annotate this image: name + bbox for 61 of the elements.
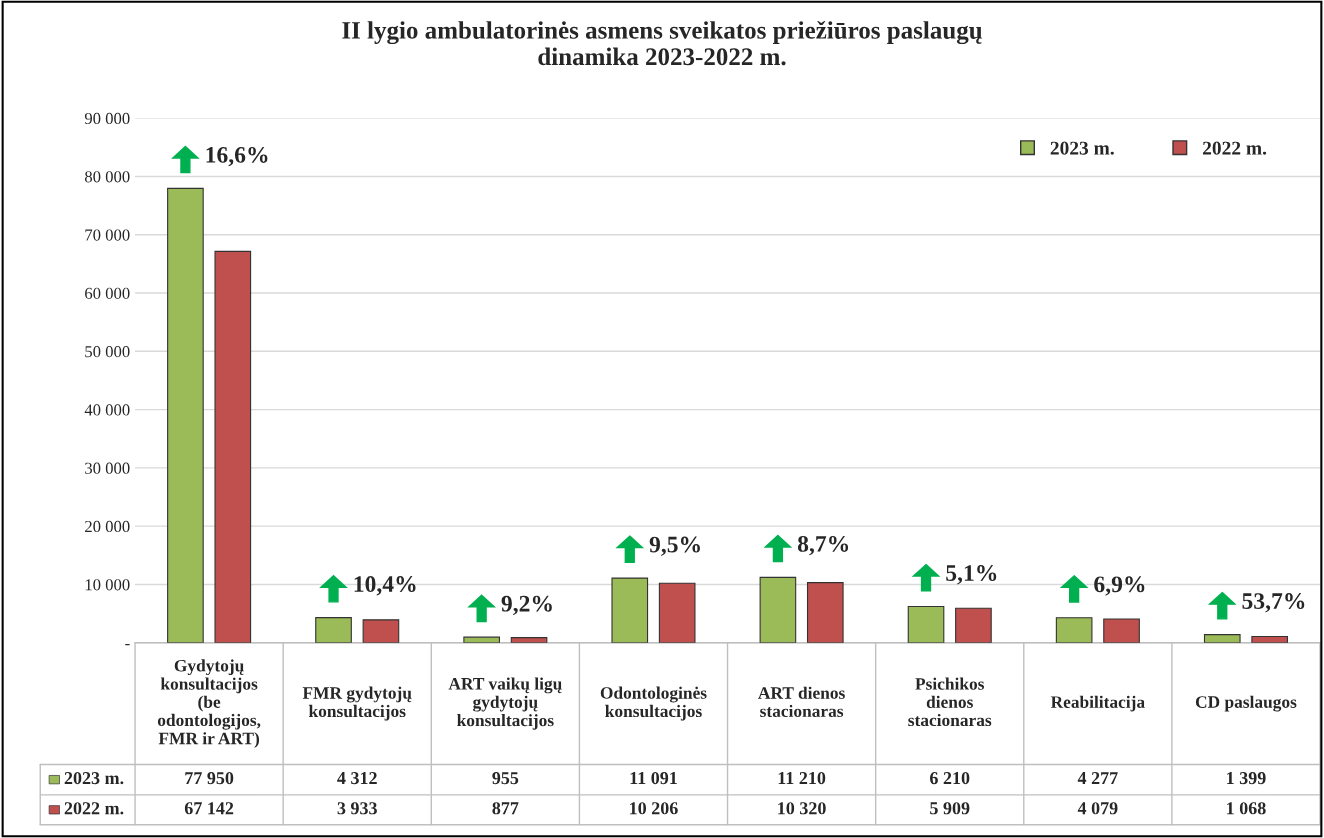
bar xyxy=(1055,617,1093,643)
bar xyxy=(955,607,992,643)
x-tick-label: Reabilitacija xyxy=(1050,695,1145,712)
data-label: 67 142 xyxy=(184,802,234,815)
bar xyxy=(1103,618,1140,643)
x-tick-label: ART vaikų ligų gydytojų konsultacijos xyxy=(448,677,562,730)
bar xyxy=(907,605,945,643)
y-tick-label: - xyxy=(125,643,130,646)
y-tick-label: 20 000 xyxy=(85,520,130,533)
y-tick-label: 90 000 xyxy=(84,112,130,125)
bar xyxy=(658,582,696,643)
y-tick-label: 40 000 xyxy=(84,404,130,416)
bar xyxy=(1203,634,1241,643)
annotation: 5,1% xyxy=(946,565,997,585)
bar xyxy=(214,250,252,643)
data-label: 5 909 xyxy=(930,802,970,815)
bar xyxy=(759,576,797,643)
x-tick-label: Psichikos dienos stacionaras xyxy=(908,677,992,727)
annotation: 53,7% xyxy=(1242,593,1305,613)
data-label: 3 933 xyxy=(337,802,377,815)
x-tick-label: CD paslaugos xyxy=(1195,695,1297,712)
data-label: 11 210 xyxy=(778,772,826,785)
legend-label: 2022 m. xyxy=(1202,141,1267,155)
data-label: 77 950 xyxy=(185,772,234,785)
data-label: 4 277 xyxy=(1077,772,1118,785)
annotation: 16,6% xyxy=(206,146,268,167)
annotation: 10,4% xyxy=(354,576,416,596)
y-tick-label: 30 000 xyxy=(85,462,130,474)
bar xyxy=(611,577,649,643)
bar xyxy=(362,619,400,643)
annotation: 8,7% xyxy=(797,535,849,556)
data-label: 4 312 xyxy=(337,772,377,785)
chart-title: II lygio ambulatorinės asmens sveikatos priežiūros paslaugų dinamika 2023-2022 m. xyxy=(342,20,982,66)
x-tick-label: ART dienos stacionaras xyxy=(758,686,845,718)
y-tick-label: 80 000 xyxy=(84,171,130,183)
text: 2022 m. xyxy=(64,802,124,815)
legend-label: 2023 m. xyxy=(1050,141,1114,155)
data-label: 10 206 xyxy=(630,802,678,815)
y-tick-label: 70 000 xyxy=(85,229,130,241)
annotation: 9,2% xyxy=(501,595,552,616)
data-label: 1 399 xyxy=(1227,772,1266,785)
data-label: 877 xyxy=(492,802,519,815)
annotation: 6,9% xyxy=(1094,576,1145,596)
data-label: 10 320 xyxy=(778,802,826,815)
y-tick-label: 50 000 xyxy=(85,346,130,358)
data-label: 955 xyxy=(492,772,519,785)
text: 2023 m. xyxy=(64,772,124,785)
data-label: 4 079 xyxy=(1077,802,1118,815)
data-label: 1 068 xyxy=(1227,802,1266,815)
bar xyxy=(1251,635,1288,643)
y-tick-label: 10 000 xyxy=(85,579,130,591)
data-label: 11 091 xyxy=(630,772,677,785)
bar xyxy=(806,582,844,643)
y-tick-label: 60 000 xyxy=(85,287,130,299)
x-tick-label: FMR gydytojų konsultacijos xyxy=(302,686,412,721)
bar xyxy=(167,187,204,643)
x-tick-label: Gydytojų konsultacijos (be odontologijos, FMR ir ART) xyxy=(157,659,261,748)
x-tick-label: Odontologinės konsultacijos xyxy=(600,686,707,721)
annotation: 9,5% xyxy=(649,536,700,556)
bar xyxy=(315,617,352,643)
data-label: 6 210 xyxy=(930,772,970,785)
